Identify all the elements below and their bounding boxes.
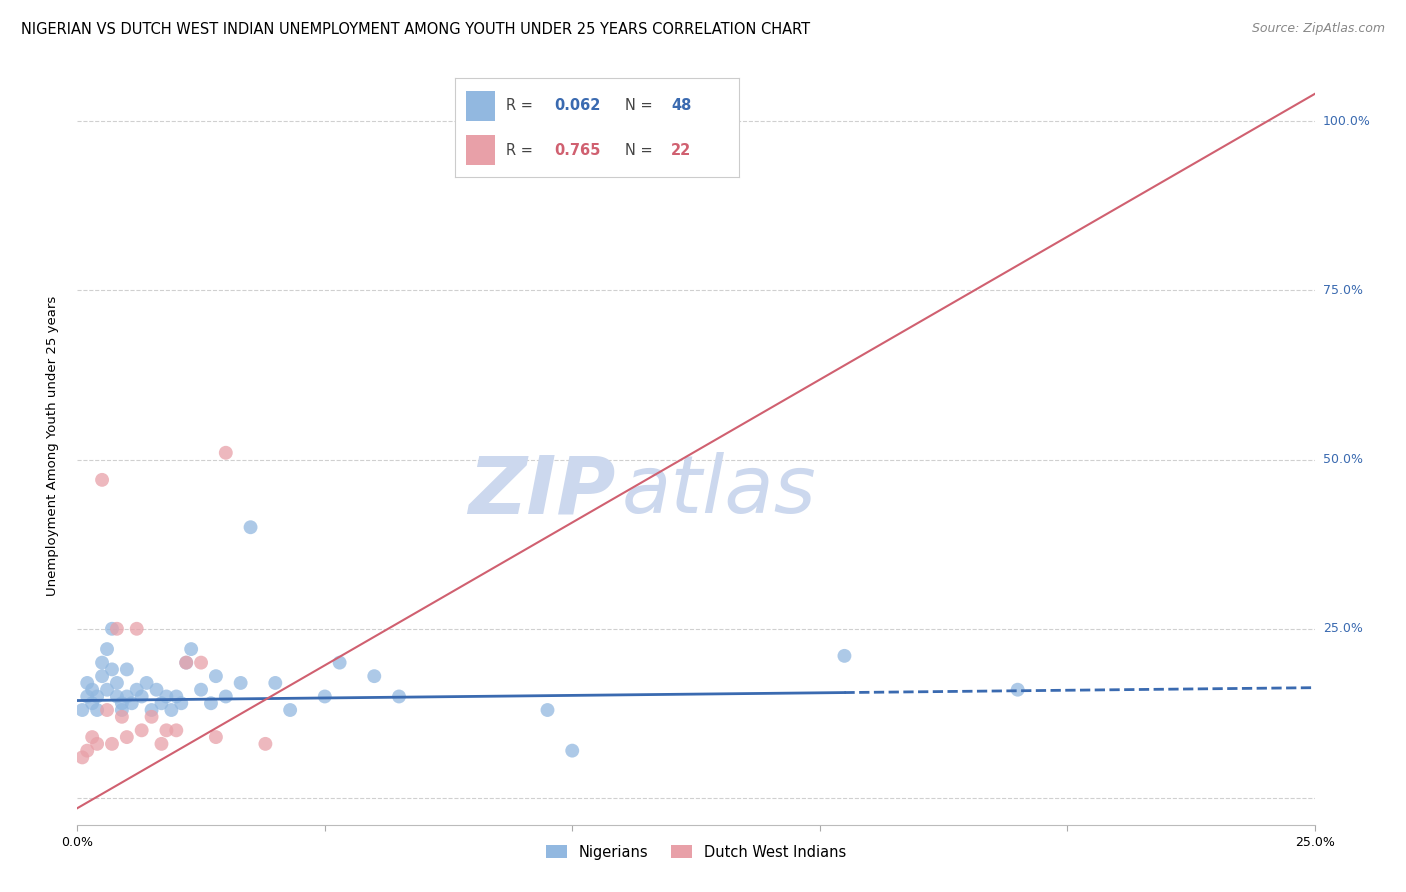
Text: atlas: atlas [621, 452, 817, 531]
Text: 75.0%: 75.0% [1323, 284, 1362, 297]
Point [96, 703, 118, 717]
Point [101, 662, 124, 676]
Point [115, 730, 138, 744]
Point [160, 703, 183, 717]
Text: NIGERIAN VS DUTCH WEST INDIAN UNEMPLOYMENT AMONG YOUTH UNDER 25 YEARS CORRELATIO: NIGERIAN VS DUTCH WEST INDIAN UNEMPLOYME… [21, 22, 810, 37]
Point [131, 723, 153, 738]
Point [190, 656, 212, 670]
Point [105, 676, 128, 690]
Point [115, 690, 138, 704]
Point [131, 690, 153, 704]
Point [86, 703, 108, 717]
Point [205, 730, 228, 744]
Point [215, 690, 238, 704]
Point [1007, 682, 1029, 697]
Point [121, 696, 143, 710]
Point [141, 703, 163, 717]
Point [561, 744, 583, 758]
Y-axis label: Unemployment Among Youth under 25 years: Unemployment Among Youth under 25 years [46, 296, 59, 596]
Point [150, 696, 173, 710]
Point [200, 696, 222, 710]
Point [239, 520, 262, 534]
Point [111, 703, 134, 717]
Point [82, 696, 104, 710]
Point [105, 622, 128, 636]
Point [76, 690, 98, 704]
Point [659, 101, 682, 115]
Point [111, 710, 134, 724]
Text: ZIP: ZIP [468, 452, 616, 531]
Point [91, 656, 114, 670]
Point [536, 703, 558, 717]
Point [86, 737, 108, 751]
Point [115, 662, 138, 676]
Point [96, 682, 118, 697]
Point [141, 710, 163, 724]
Point [76, 676, 98, 690]
Point [254, 737, 277, 751]
Text: 100.0%: 100.0% [1323, 114, 1371, 128]
Point [215, 446, 238, 460]
Point [834, 648, 856, 663]
Point [72, 750, 94, 764]
Point [155, 723, 177, 738]
Point [91, 473, 114, 487]
Point [165, 723, 187, 738]
Point [96, 642, 118, 657]
Point [82, 682, 104, 697]
Point [91, 669, 114, 683]
Point [86, 690, 108, 704]
Point [150, 737, 173, 751]
Legend: Nigerians, Dutch West Indians: Nigerians, Dutch West Indians [546, 845, 846, 860]
Point [101, 737, 124, 751]
Point [76, 744, 98, 758]
Text: Source: ZipAtlas.com: Source: ZipAtlas.com [1251, 22, 1385, 36]
Text: 25.0%: 25.0% [1323, 623, 1362, 635]
Point [264, 676, 287, 690]
Point [125, 622, 148, 636]
Point [278, 703, 301, 717]
Point [82, 730, 104, 744]
Point [101, 622, 124, 636]
Text: 50.0%: 50.0% [1323, 453, 1362, 466]
Point [174, 656, 197, 670]
Point [190, 682, 212, 697]
Point [388, 690, 411, 704]
Point [105, 690, 128, 704]
Point [125, 682, 148, 697]
Point [135, 676, 157, 690]
Point [170, 696, 193, 710]
Point [329, 656, 352, 670]
Point [363, 669, 385, 683]
Point [145, 682, 167, 697]
Point [72, 703, 94, 717]
Point [205, 669, 228, 683]
Point [111, 696, 134, 710]
Point [165, 690, 187, 704]
Point [314, 690, 336, 704]
Point [155, 690, 177, 704]
Point [229, 676, 252, 690]
Point [174, 656, 197, 670]
Point [180, 642, 202, 657]
